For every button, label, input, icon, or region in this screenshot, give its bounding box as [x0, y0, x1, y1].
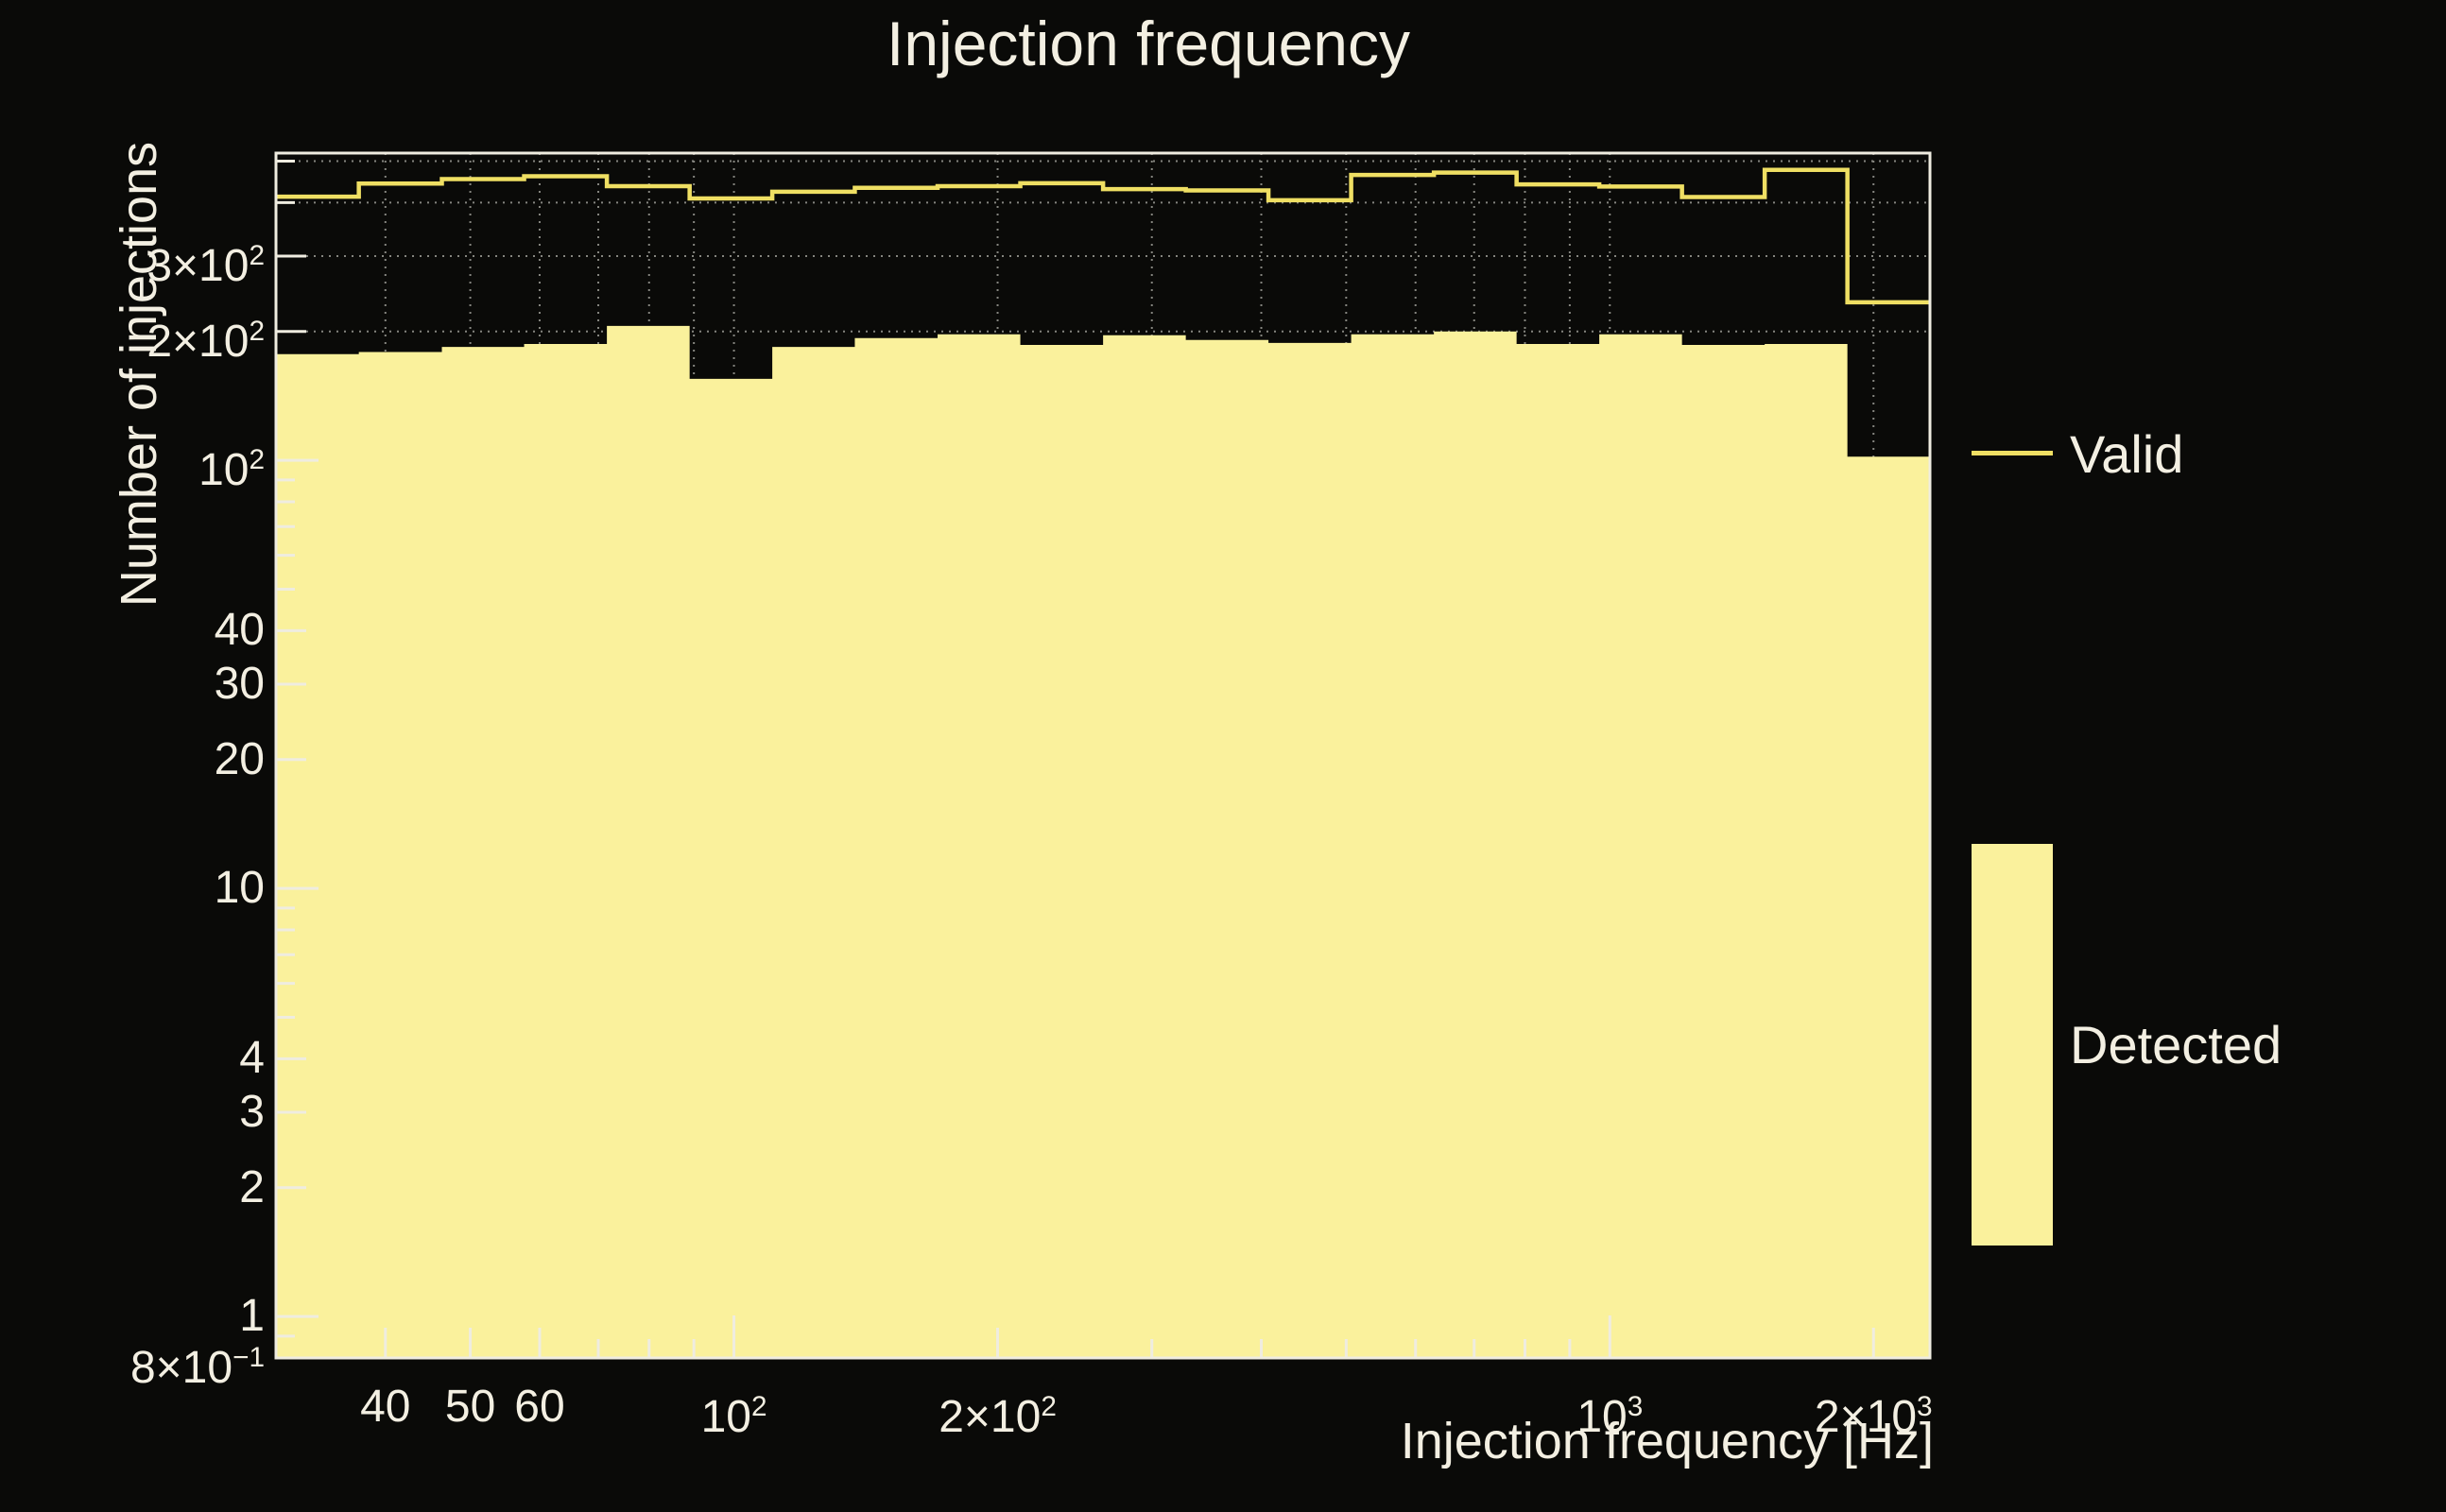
detected-histogram-fill	[276, 325, 1930, 1359]
y-tick-label: 2×102	[146, 315, 265, 367]
x-tick-label: 2×103	[1814, 1391, 1933, 1442]
y-tick-label: 30	[214, 658, 265, 709]
chart-title: Injection frequency	[886, 9, 1411, 78]
y-tick-label: 20	[214, 733, 265, 784]
x-tick-label: 50	[444, 1382, 496, 1432]
y-tick-label: 3	[239, 1086, 265, 1137]
axis-ticks	[276, 159, 1875, 1360]
x-tick-label: 40	[360, 1382, 411, 1432]
legend-detected-swatch	[1972, 844, 2053, 1246]
x-axis-label: Injection frequency [Hz]	[1400, 1413, 1934, 1469]
x-tick-label: 102	[700, 1391, 767, 1442]
x-tick-label: 103	[1576, 1391, 1644, 1442]
legend-detected-label: Detected	[2070, 1015, 2282, 1074]
legend-valid-line-swatch	[1972, 451, 2053, 455]
plot-frame	[274, 151, 1932, 1360]
valid-line-path	[276, 167, 1930, 305]
y-tick-label: 2	[239, 1161, 265, 1212]
valid-step-line	[276, 167, 1930, 305]
y-tick-label: 10	[214, 863, 265, 914]
axes-frame	[274, 151, 1932, 1360]
y-axis-label: Number of injections	[111, 141, 167, 608]
y-tick-label: 40	[214, 605, 265, 656]
y-tick-label: 4	[239, 1033, 265, 1084]
y-tick-label: 3×102	[146, 239, 265, 291]
legend-valid-label: Valid	[2070, 424, 2184, 484]
y-tick-label: 1	[239, 1291, 265, 1342]
x-tick-label: 60	[514, 1382, 565, 1432]
y-tick-label: 8×10−1	[129, 1342, 265, 1393]
y-tick-label: 102	[198, 444, 265, 496]
detected-fill-path	[276, 325, 1930, 1359]
x-tick-label: 2×102	[939, 1391, 1057, 1442]
